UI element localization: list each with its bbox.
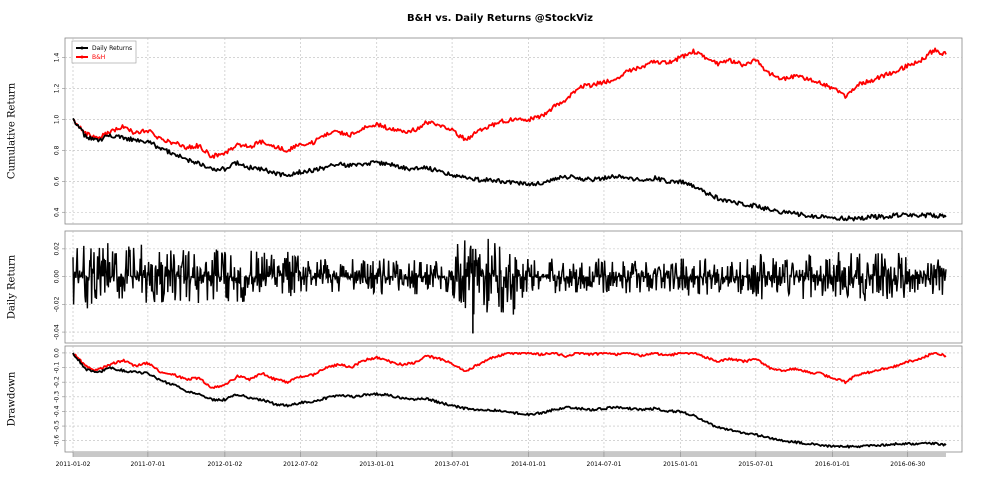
series-line-daily-returns <box>72 352 947 449</box>
x-tick-label: 2014-07-01 <box>587 461 622 468</box>
series-line-daily-returns <box>72 117 947 222</box>
legend-marker <box>80 46 84 50</box>
x-tick-label: 2016-01-01 <box>815 461 850 468</box>
panel-frame <box>64 230 963 344</box>
series-line-b-h <box>72 352 947 389</box>
series-line-daily-returns <box>72 238 947 315</box>
x-tick-label: 2016-06-30 <box>890 461 925 468</box>
chart-title: B&H vs. Daily Returns @StockViz <box>407 13 593 24</box>
y-tick-label: 0.4 <box>54 207 61 217</box>
x-tick-label: 2012-01-02 <box>207 461 242 468</box>
legend-label: B&H <box>92 54 105 61</box>
y-axis-label: Cumulative Return <box>7 82 18 179</box>
x-tick-label: 2011-07-01 <box>130 461 165 468</box>
x-axis-rug <box>73 452 946 457</box>
y-tick-label: 1.2 <box>54 83 61 93</box>
y-tick-label: 0.02 <box>54 242 61 256</box>
y-tick-label: -0.2 <box>54 376 61 388</box>
x-tick-label: 2014-01-01 <box>511 461 546 468</box>
y-axis-label: Drawdown <box>7 371 18 426</box>
y-tick-label: 0.8 <box>54 145 61 155</box>
y-tick-label: 1.4 <box>54 53 61 63</box>
y-axis-label: Daily Return <box>7 254 18 319</box>
y-tick-label: -0.3 <box>54 391 61 403</box>
y-tick-label: -0.5 <box>54 420 61 432</box>
y-tick-label: -0.1 <box>54 362 61 374</box>
y-tick-label: -0.04 <box>54 324 61 340</box>
panel-2: -0.04 -0.02 0.00 0.02 Daily Return <box>7 230 963 344</box>
legend-marker <box>80 55 84 59</box>
panel-frame <box>64 37 963 225</box>
y-tick-label: -0.02 <box>54 296 61 312</box>
x-tick-label: 2013-01-01 <box>359 461 394 468</box>
x-tick-label: 2015-07-01 <box>738 461 773 468</box>
x-tick-label: 2011-01-02 <box>56 461 91 468</box>
y-tick-label: 0.6 <box>54 176 61 186</box>
x-tick-label: 2013-07-01 <box>435 461 470 468</box>
y-tick-label: 1.0 <box>54 114 61 124</box>
panel-1: 0.4 0.6 0.8 1.0 1.2 1.4 Cumulative Return Daily… <box>7 37 963 225</box>
panel-3: -0.6 -0.5 -0.4 -0.3 -0.2 -0.1 0.0 Drawdown <box>7 345 963 453</box>
legend-label: Daily Returns <box>92 45 132 52</box>
series-line-b-h <box>72 47 947 159</box>
y-tick-label: 0.0 <box>54 348 61 358</box>
y-tick-label: -0.6 <box>54 435 61 447</box>
x-tick-label: 2015-01-01 <box>663 461 698 468</box>
panel-frame <box>64 345 963 453</box>
y-tick-label: 0.00 <box>54 270 61 284</box>
x-tick-label: 2012-07-02 <box>283 461 318 468</box>
y-tick-label: -0.4 <box>54 405 61 417</box>
legend: Daily Returns B&H <box>71 40 137 64</box>
